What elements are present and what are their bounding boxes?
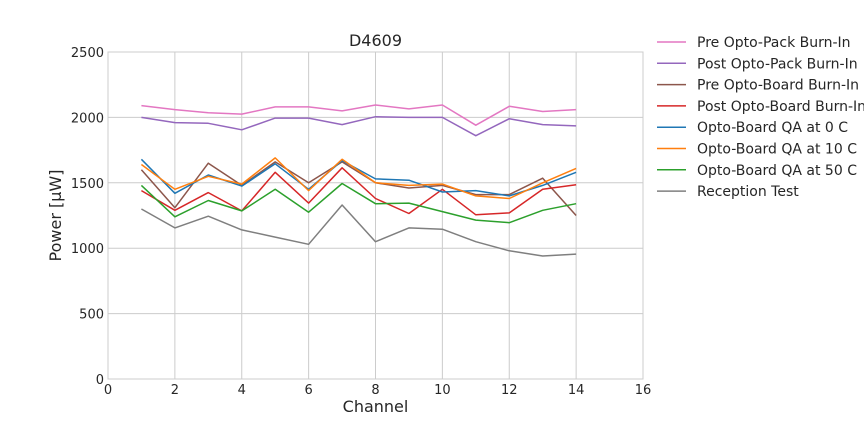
x-tick-label: 6: [304, 383, 312, 398]
x-tick-label: 16: [635, 383, 652, 398]
legend-label: Opto-Board QA at 50 C: [697, 163, 857, 179]
series-line: [141, 115, 577, 137]
series-line: [140, 182, 577, 224]
legend-label: Pre Opto-Board Burn-In: [697, 78, 859, 94]
y-axis-title: Power [μW]: [46, 170, 65, 262]
series-line: [141, 204, 577, 257]
y-tick-label: 2000: [71, 111, 104, 126]
legend-item: Opto-Board QA at 10 C: [657, 142, 857, 158]
legend: Pre Opto-Pack Burn-In Post Opto-Pack Burn…: [657, 35, 864, 200]
legend-label: Reception Test: [697, 184, 799, 200]
y-tick-label: 1500: [71, 177, 104, 192]
y-tick-labels: 0 500 1000 1500 2000 2500: [71, 46, 104, 388]
x-tick-label: 0: [104, 383, 112, 398]
legend-item: Pre Opto-Pack Burn-In: [657, 35, 851, 51]
legend-item: Pre Opto-Board Burn-In: [657, 78, 859, 94]
series-line: [141, 167, 577, 216]
legend-item: Post Opto-Board Burn-In: [657, 99, 864, 115]
legend-label: Post Opto-Board Burn-In: [697, 99, 864, 115]
y-tick-label: 500: [79, 308, 104, 323]
y-tick-label: 1000: [71, 242, 104, 257]
x-tick-label: 12: [501, 383, 518, 398]
x-tick-label: 2: [171, 383, 179, 398]
x-tick-labels: 0 2 4 6 8 10 12 14 16: [104, 383, 651, 398]
x-axis-title: Channel: [343, 397, 409, 416]
legend-label: Pre Opto-Pack Burn-In: [697, 35, 851, 51]
x-tick-label: 8: [371, 383, 379, 398]
x-tick-label: 14: [568, 383, 585, 398]
legend-item: Opto-Board QA at 50 C: [657, 163, 857, 179]
chart-title: D4609: [349, 31, 402, 50]
x-tick-label: 10: [434, 383, 451, 398]
legend-item: Reception Test: [657, 184, 799, 200]
x-tick-label: 4: [238, 383, 246, 398]
series-line: [140, 157, 577, 200]
series-line: [141, 104, 577, 126]
legend-label: Opto-Board QA at 0 C: [697, 120, 848, 136]
legend-label: Opto-Board QA at 10 C: [697, 142, 857, 158]
plot-frame: [107, 51, 644, 380]
legend-item: Opto-Board QA at 0 C: [657, 120, 848, 136]
y-tick-label: 0: [96, 373, 104, 388]
y-tick-label: 2500: [71, 46, 104, 61]
series-lines: [140, 104, 577, 257]
legend-label: Post Opto-Pack Burn-In: [697, 56, 858, 72]
legend-item: Post Opto-Pack Burn-In: [657, 56, 858, 72]
